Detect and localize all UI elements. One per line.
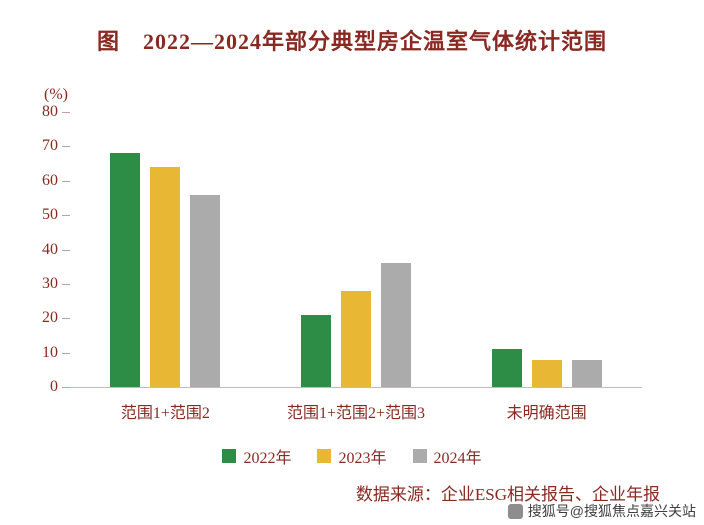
- legend: 2022年 2023年 2024年: [0, 444, 704, 468]
- y-axis-unit-label: (%): [44, 86, 68, 103]
- legend-swatch-icon: [412, 449, 427, 463]
- y-tick-label: 20: [42, 309, 58, 327]
- legend-item-1: 2023年: [317, 444, 387, 468]
- data-source-note: 数据来源：企业ESG相关报告、企业年报: [355, 485, 660, 504]
- legend-label: 2022年: [243, 450, 292, 467]
- y-tick-label: 10: [42, 343, 58, 361]
- y-tick-label: 40: [42, 240, 58, 258]
- bar-series0-category0: [110, 153, 141, 387]
- legend-label: 2023年: [338, 450, 387, 467]
- legend-item-0: 2022年: [222, 444, 291, 468]
- y-tick-mark: [62, 318, 70, 320]
- y-tick-label: 50: [42, 206, 58, 224]
- bar-series2-category0: [190, 194, 221, 387]
- legend-item-2: 2024年: [412, 444, 482, 468]
- y-tick-label: 70: [42, 137, 58, 155]
- plot-area: 0 10 20 30 40 50 60 70 80 范围1+范围2 范围1+范围2+范围3 未明确范围: [42, 104, 642, 422]
- bar-series2-category2: [571, 359, 602, 387]
- legend-swatch-icon: [222, 449, 237, 463]
- bar-series0-category1: [301, 314, 331, 387]
- y-tick-label: 30: [42, 274, 58, 292]
- sohu-logo-icon: [507, 503, 523, 519]
- y-tick-mark: [62, 352, 70, 354]
- y-tick-label: 80: [42, 103, 58, 120]
- x-category-label: 范围1+范围2+范围3: [286, 405, 426, 422]
- y-tick-mark: [62, 146, 70, 148]
- y-tick-mark: [62, 215, 70, 217]
- y-tick-label: 60: [42, 171, 58, 189]
- y-tick-mark: [62, 249, 70, 251]
- bar-series2-category1: [381, 263, 411, 387]
- legend-swatch-icon: [317, 449, 332, 463]
- watermark-text: 搜狐号@搜狐焦点嘉兴关站: [527, 503, 696, 519]
- y-tick-label: 0: [50, 378, 58, 395]
- watermark: 搜狐号@搜狐焦点嘉兴关站: [507, 501, 696, 521]
- bar-series0-category2: [491, 349, 522, 387]
- y-tick-mark: [62, 387, 70, 388]
- y-tick-mark: [62, 180, 70, 182]
- bar-series1-category0: [150, 167, 181, 387]
- bar-series1-category2: [531, 359, 562, 387]
- chart-title: 图 2022—2024年部分典型房企温室气体统计范围: [96, 29, 607, 54]
- x-category-label: 范围1+范围2: [120, 405, 210, 422]
- y-tick-mark: [62, 112, 70, 113]
- legend-label: 2024年: [433, 450, 482, 467]
- y-tick-mark: [62, 283, 70, 285]
- bar-series1-category1: [341, 290, 371, 387]
- x-category-label: 未明确范围: [506, 405, 587, 422]
